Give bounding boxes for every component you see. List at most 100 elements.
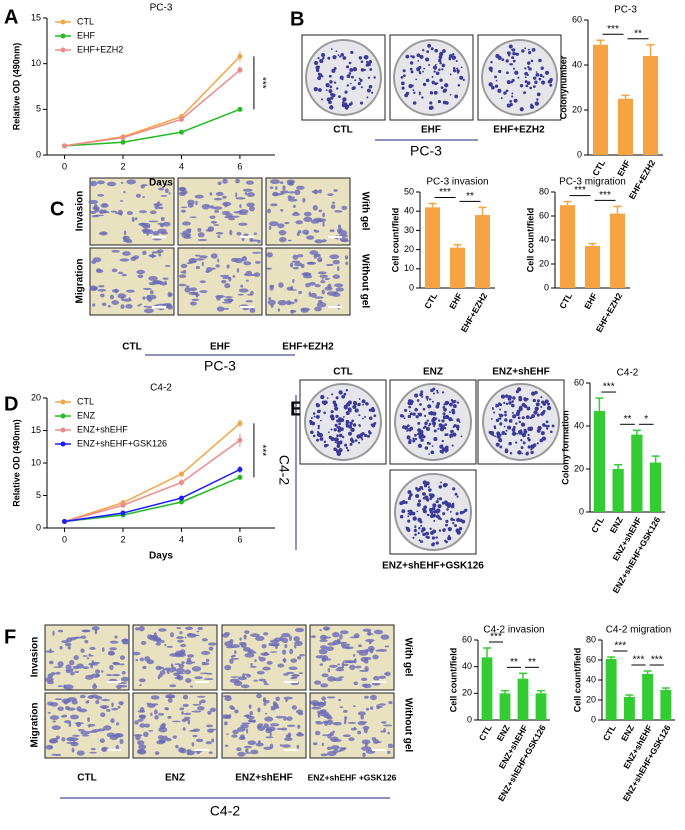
cell xyxy=(347,721,357,724)
cell xyxy=(321,239,327,243)
cell xyxy=(297,655,302,660)
cell xyxy=(257,725,266,731)
colony xyxy=(406,429,408,432)
colony xyxy=(360,68,365,72)
cell xyxy=(184,636,187,639)
cell xyxy=(226,733,229,735)
cell xyxy=(222,276,232,280)
colony xyxy=(504,418,508,422)
colony xyxy=(431,400,434,403)
cell xyxy=(326,715,333,720)
cell xyxy=(263,723,269,729)
colony xyxy=(408,428,412,432)
colony xyxy=(451,55,457,60)
colony xyxy=(534,406,539,411)
bar xyxy=(560,205,575,288)
cell xyxy=(335,667,345,672)
colony xyxy=(447,536,452,541)
cell xyxy=(207,642,218,646)
cell xyxy=(244,652,255,658)
colony xyxy=(401,86,405,90)
cell xyxy=(244,630,250,634)
cell xyxy=(96,180,105,185)
cell xyxy=(253,272,261,277)
significance-label: *** xyxy=(439,187,451,198)
colony xyxy=(549,78,553,82)
cell xyxy=(223,298,234,302)
cell xyxy=(287,195,292,200)
colony xyxy=(315,414,320,419)
cell xyxy=(111,300,120,305)
cell xyxy=(249,307,256,314)
colony xyxy=(354,79,357,82)
y-tick-label: 60 xyxy=(539,210,549,220)
cell xyxy=(367,645,375,652)
colony xyxy=(309,422,312,425)
cell xyxy=(200,672,209,675)
colony xyxy=(409,412,413,416)
cell xyxy=(270,723,280,727)
cell xyxy=(337,666,345,669)
cell xyxy=(315,721,323,725)
cell xyxy=(314,230,320,233)
colony xyxy=(422,48,425,52)
cell xyxy=(314,239,324,244)
legend-marker xyxy=(60,33,66,39)
cell xyxy=(182,269,187,274)
cell xyxy=(296,185,305,190)
cell xyxy=(57,685,64,687)
cell xyxy=(268,221,279,227)
colony xyxy=(542,409,546,413)
colony xyxy=(412,412,416,416)
colony xyxy=(516,409,521,414)
cell xyxy=(177,639,185,643)
colony xyxy=(418,70,421,73)
cell xyxy=(195,738,204,743)
bar xyxy=(593,410,605,512)
cell xyxy=(95,669,101,674)
colony xyxy=(360,86,363,89)
colony xyxy=(431,542,436,546)
colony xyxy=(421,488,424,491)
cell xyxy=(145,306,154,308)
cell xyxy=(107,650,115,656)
colony xyxy=(539,73,543,78)
marker xyxy=(120,502,126,508)
colony xyxy=(438,497,443,501)
cell xyxy=(321,289,326,295)
colony xyxy=(422,407,426,411)
cell xyxy=(232,729,239,735)
cell xyxy=(374,741,382,744)
cell xyxy=(138,625,145,632)
cell xyxy=(157,201,161,204)
y-tick-label: 5 xyxy=(36,104,41,114)
colony xyxy=(336,434,339,438)
cell xyxy=(359,649,370,652)
colony xyxy=(422,496,426,500)
cell xyxy=(178,663,185,669)
cell xyxy=(138,678,146,683)
colony xyxy=(335,396,339,400)
colony xyxy=(455,59,458,63)
colony xyxy=(546,405,552,411)
cell xyxy=(151,253,155,259)
cell xyxy=(81,629,91,633)
colony xyxy=(428,453,430,455)
colony xyxy=(444,445,449,450)
significance-label: ** xyxy=(510,657,518,668)
colony xyxy=(441,447,447,452)
micrograph xyxy=(44,692,130,759)
colony xyxy=(408,494,412,498)
colony xyxy=(440,481,443,484)
colony xyxy=(405,54,410,59)
cell xyxy=(167,715,172,719)
colony xyxy=(526,406,531,411)
cell xyxy=(137,718,144,722)
colony xyxy=(323,411,326,415)
cell xyxy=(197,626,203,631)
cell xyxy=(238,736,246,740)
cell xyxy=(158,206,164,210)
colony xyxy=(498,69,502,74)
colony xyxy=(419,403,422,406)
